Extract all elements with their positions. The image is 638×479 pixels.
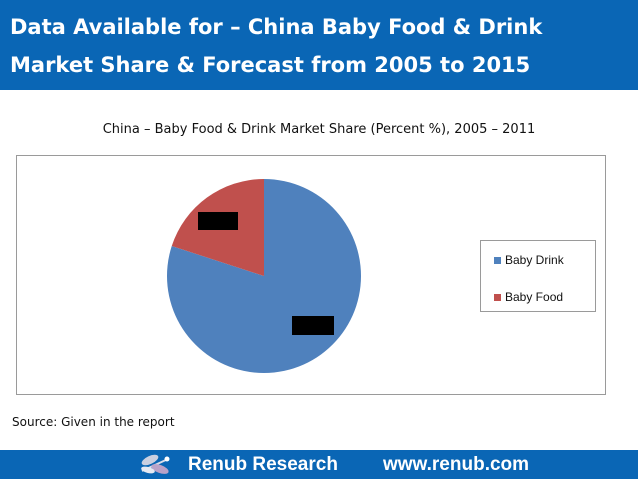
- chart-title: China – Baby Food & Drink Market Share (…: [102, 122, 536, 137]
- legend-label-baby-drink: Baby Drink: [505, 253, 564, 267]
- redacted-label-baby-drink: [292, 316, 334, 335]
- legend-swatch-baby-drink: [494, 256, 501, 264]
- slide-footer: Renub Research www.renub.com: [0, 450, 638, 479]
- slide-title-line-2: Market Share & Forecast from 2005 to 201…: [10, 53, 531, 77]
- slide-header: Data Available for – China Baby Food & D…: [0, 0, 638, 90]
- footer-brand: Renub Research: [188, 454, 338, 475]
- redacted-label-baby-food: [198, 212, 238, 230]
- legend-swatch-baby-food: [494, 293, 501, 301]
- source-note: Source: Given in the report: [12, 415, 175, 429]
- footer-url[interactable]: www.renub.com: [383, 454, 530, 475]
- slide-title-line-1: Data Available for – China Baby Food & D…: [10, 15, 543, 39]
- chart-frame: Baby Drink Baby Food: [16, 155, 606, 395]
- chart-legend: Baby Drink Baby Food: [480, 240, 596, 312]
- legend-label-baby-food: Baby Food: [505, 290, 564, 304]
- legend-item-baby-food: Baby Food: [494, 290, 563, 304]
- legend-item-baby-drink: Baby Drink: [494, 253, 564, 267]
- dragonfly-icon: [141, 454, 170, 474]
